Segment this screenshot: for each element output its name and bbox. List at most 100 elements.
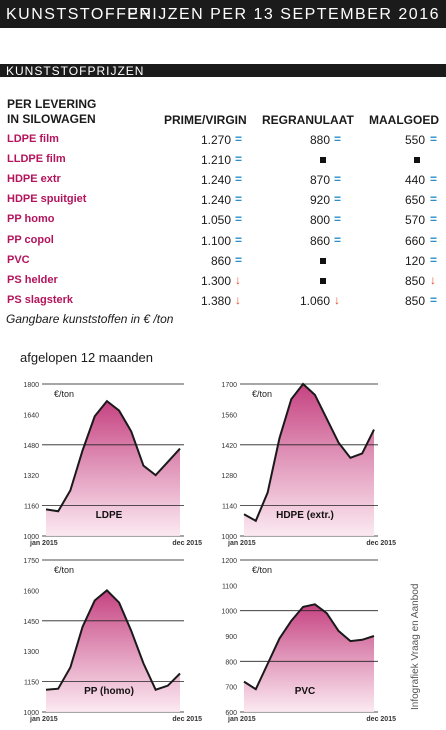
unit-label: €/ton <box>252 565 272 575</box>
series-label: PP (homo) <box>84 686 134 697</box>
y-tick-label: 1140 <box>222 504 237 511</box>
row-label: PS slagsterk <box>7 293 74 306</box>
price-cell: 660 <box>404 233 425 248</box>
y-tick-label: 1000 <box>23 534 39 541</box>
trend-equal-icon: = <box>334 232 342 247</box>
chart-area <box>244 384 374 536</box>
y-tick-label: 1420 <box>221 443 237 450</box>
series-label: HDPE (extr.) <box>276 510 334 521</box>
trend-equal-icon: = <box>430 252 438 267</box>
no-quote-icon <box>320 277 326 284</box>
trend-equal-icon: = <box>235 212 243 227</box>
y-tick-label: 1750 <box>23 558 39 565</box>
col-prime: PRIME/VIRGIN <box>164 113 247 127</box>
trend-equal-icon: = <box>235 252 243 267</box>
trend-equal-icon: = <box>235 152 243 167</box>
trend-equal-icon: = <box>334 212 342 227</box>
y-tick-label: 600 <box>225 710 237 717</box>
header-date: PRIJZEN PER 13 SEPTEMBER 2016 <box>127 6 440 23</box>
y-tick-label: 700 <box>225 685 237 692</box>
price-cell: 650 <box>404 193 425 208</box>
y-tick-label: 1320 <box>23 473 39 480</box>
row-label: LDPE film <box>7 133 59 145</box>
y-tick-label: 1600 <box>23 588 39 595</box>
price-cell: 800 <box>309 213 330 228</box>
credit: Infografiek Vraag en Aanbod <box>410 583 421 710</box>
y-tick-label: 800 <box>225 659 237 666</box>
price-cell: 850 <box>404 273 425 288</box>
y-tick-label: 1100 <box>222 583 237 590</box>
y-tick-label: 1160 <box>24 504 39 511</box>
y-tick-label: 1560 <box>221 412 237 419</box>
x-end-label: dec 2015 <box>172 540 202 547</box>
row-label: HDPE extr <box>7 173 61 186</box>
price-cell: 1.050 <box>200 213 231 228</box>
col-maalgoed: MAALGOED <box>369 113 439 127</box>
row-label: PVC <box>7 253 30 266</box>
trend-equal-icon: = <box>430 232 438 247</box>
y-tick-label: 1800 <box>23 382 39 389</box>
x-start-label: jan 2015 <box>227 716 256 723</box>
price-cell: 1.060 <box>299 293 330 308</box>
row-label: PP copol <box>7 233 54 246</box>
head-left-1: PER LEVERING <box>7 97 97 111</box>
x-start-label: jan 2015 <box>29 716 58 723</box>
chart-series-line <box>243 603 375 691</box>
price-cell: 1.210 <box>200 153 231 168</box>
y-tick-label: 900 <box>225 634 237 641</box>
row-label: PS helder <box>7 273 58 286</box>
trend-equal-icon: = <box>235 192 243 207</box>
price-cell: 550 <box>404 133 425 147</box>
price-cell: 570 <box>404 213 425 228</box>
y-tick-label: 1000 <box>221 609 237 616</box>
y-tick-label: 1700 <box>221 382 237 389</box>
trend-down-icon: ↓ <box>235 272 241 287</box>
x-end-label: dec 2015 <box>366 540 396 547</box>
row-label: LLDPE film <box>7 153 66 166</box>
price-cell: 1.270 <box>200 133 231 147</box>
trend-equal-icon: = <box>430 292 438 307</box>
price-cell: 850 <box>404 293 425 308</box>
unit-label: €/ton <box>54 565 74 575</box>
price-cell: 1.300 <box>200 273 231 288</box>
price-cell: 440 <box>404 173 425 188</box>
price-cell: 1.240 <box>200 173 231 188</box>
trend-equal-icon: = <box>430 172 438 187</box>
price-cell: 860 <box>309 233 330 248</box>
no-quote-icon <box>320 257 326 264</box>
y-tick-label: 1000 <box>221 534 237 541</box>
section-title: KUNSTSTOFPRIJZEN <box>6 64 145 78</box>
trend-equal-icon: = <box>334 172 342 187</box>
head-left-2: IN SILOWAGEN <box>7 112 96 126</box>
unit-label: €/ton <box>54 389 74 399</box>
price-cell: 1.100 <box>200 233 231 248</box>
y-tick-label: 1640 <box>23 412 39 419</box>
price-cell: 860 <box>210 253 231 268</box>
trend-equal-icon: = <box>430 132 438 146</box>
col-regranulaat: REGRANULAAT <box>262 113 354 127</box>
unit-label: €/ton <box>252 389 272 399</box>
y-tick-label: 1300 <box>23 649 39 656</box>
chart-area <box>244 604 374 712</box>
price-cell: 1.240 <box>200 193 231 208</box>
chart-series-line <box>45 589 181 691</box>
y-tick-label: 1150 <box>24 680 39 687</box>
header-title: KUNSTSTOFFEN <box>6 6 153 23</box>
price-cell: 1.380 <box>200 293 231 308</box>
no-quote-icon <box>320 157 326 164</box>
y-tick-label: 1000 <box>23 710 39 717</box>
chart-series-line <box>243 382 375 523</box>
trend-down-icon: ↓ <box>430 272 436 287</box>
chart-area <box>46 401 180 536</box>
header-bar <box>0 0 446 28</box>
trend-down-icon: ↓ <box>334 292 340 307</box>
y-tick-label: 1450 <box>23 619 39 626</box>
trend-equal-icon: = <box>334 132 342 146</box>
series-label: LDPE <box>96 510 123 521</box>
price-cell: 120 <box>404 253 425 268</box>
price-cell: 880 <box>309 133 330 147</box>
x-start-label: jan 2015 <box>29 540 58 547</box>
y-tick-label: 1280 <box>221 473 237 480</box>
row-label: HDPE spuitgiet <box>7 193 87 206</box>
